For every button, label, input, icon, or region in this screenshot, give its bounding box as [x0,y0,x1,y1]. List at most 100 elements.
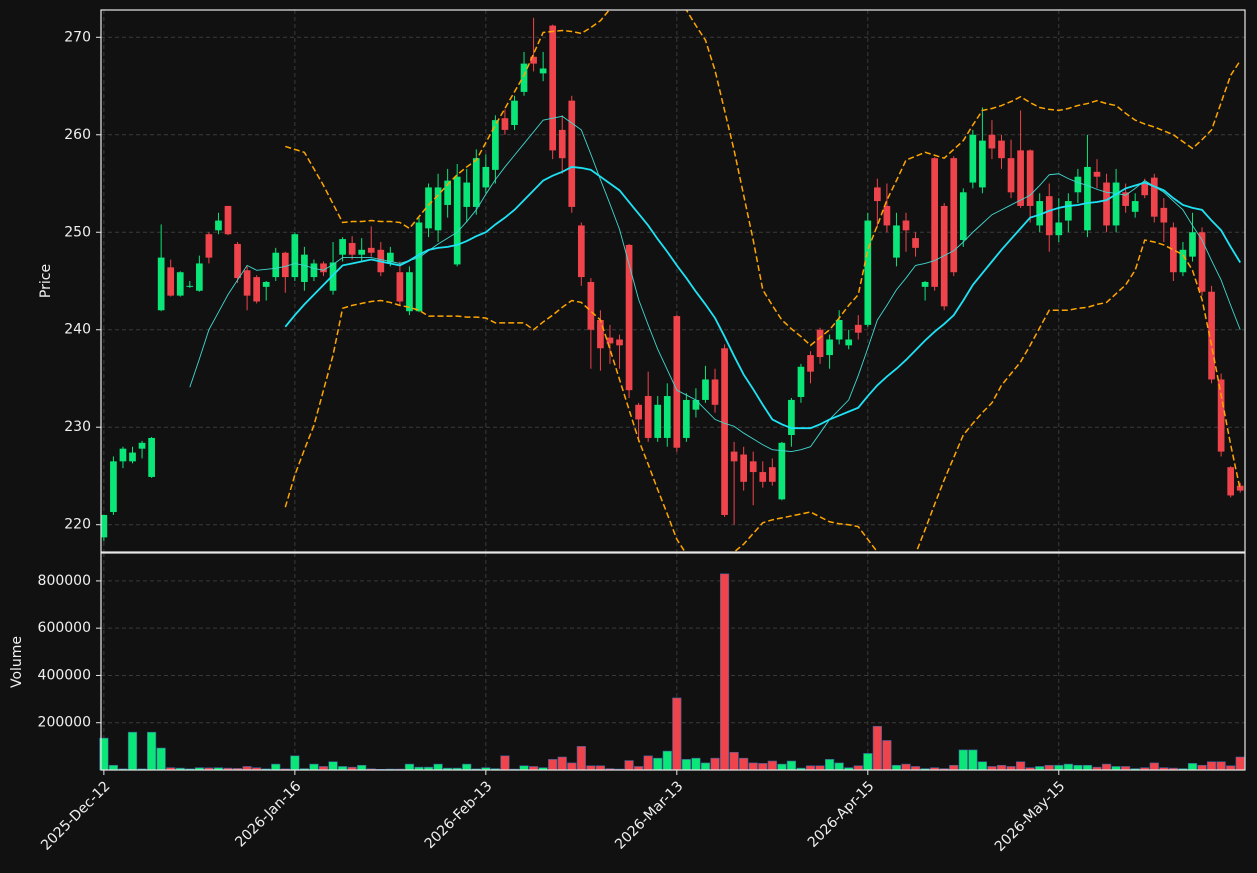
volume-bar [643,755,653,771]
volume-bar [557,756,567,771]
candle-body [616,339,623,346]
candle-body [788,399,795,436]
volume-bar [700,762,711,771]
volume-bar [691,757,701,771]
y-tick-label: 400000 [38,667,91,683]
volume-bar [719,573,730,771]
candle-body [931,158,938,287]
volume-bar [949,764,959,771]
candle-body [281,252,289,278]
candle-body [1055,222,1063,236]
price-frame [100,9,1246,553]
candle-body [501,118,509,130]
volume-bars [99,573,1245,771]
candle-body [1179,249,1187,273]
candle-body [711,379,719,405]
candle-body [1045,196,1053,236]
volume-bar [567,762,577,771]
volume-bar [595,765,606,771]
candle-body [1227,467,1235,496]
candle-body [969,134,977,183]
volume-bar [548,759,558,771]
volume-bar [777,763,787,771]
candle-body [1189,232,1196,257]
volume-bar [1235,756,1245,771]
overlay-line [284,239,1241,552]
candle-body [864,220,872,325]
y-tick-label: 600000 [38,620,91,636]
candle-body [759,472,767,482]
candle-body [148,437,155,477]
candle-body [358,249,366,255]
candle-body [654,404,662,438]
candle-body [539,68,547,74]
candle-body [1026,150,1034,206]
candle-body [740,454,748,482]
candle-body [778,442,786,500]
candle-body [1103,182,1110,226]
candle-body [243,270,251,296]
overlay-line [284,166,1241,430]
candle-body [291,234,299,278]
volume-bar [328,761,338,771]
candle-body [692,399,700,410]
volume-bar [1197,764,1207,771]
volume-bar [653,757,663,771]
candle-body [272,252,280,278]
volume-bar [786,760,797,771]
volume-bar [500,755,510,771]
candle-body [673,316,681,448]
candle-body [511,100,518,126]
volume-bar [1073,764,1083,771]
volume-bar [882,740,892,771]
volume-bar [624,760,634,771]
candle-body [883,205,891,226]
volume-bar [1054,764,1064,771]
candle-body [463,182,471,207]
candle-body [444,180,451,205]
candles [101,17,1244,542]
volume-bar [156,747,166,771]
candle-body [597,319,604,349]
candle-body [577,225,585,278]
volume-bar [1063,763,1073,771]
volume-bar [433,763,443,771]
volume-bar [710,757,720,771]
volume-bar [805,765,816,771]
volume-bar [901,763,911,771]
candle-body [1208,291,1215,380]
candle-body [558,129,566,159]
candle-body [176,272,184,296]
candle-body [625,244,633,391]
volume-bar [1044,764,1054,771]
candle-body [644,396,652,438]
y-tick-label: 250 [64,224,91,240]
volume-bar [681,759,691,771]
candle-body [606,337,614,344]
candle-body [1160,207,1168,223]
candle-body [979,140,986,188]
volume-bar [271,763,281,771]
candle-body [1017,150,1024,206]
candle-body [768,467,776,482]
candle-body [635,404,642,420]
volume-bar [1101,763,1112,771]
candle-body [1036,201,1044,226]
candle-body [224,205,232,235]
volume-bar [825,759,835,771]
candle-body [396,272,404,302]
candle-body [215,220,222,231]
y-tick-label: 800000 [38,573,91,589]
volume-bar [1216,761,1226,771]
candle-body [253,277,260,302]
candle-body [234,243,241,279]
candle-body [587,281,595,330]
candle-body [1112,182,1120,226]
volume-bar [290,755,300,771]
candle-body [138,442,146,449]
candle-body [415,222,423,312]
candle-body [110,461,117,513]
candle-body [1093,171,1101,177]
